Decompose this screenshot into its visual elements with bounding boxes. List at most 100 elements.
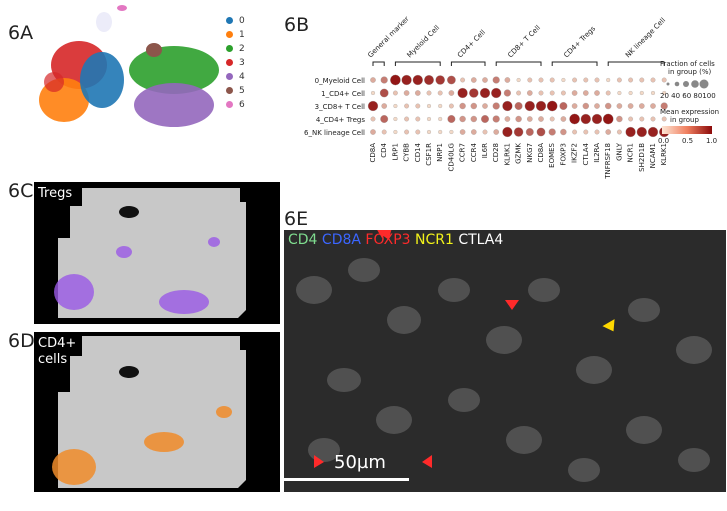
color-tick: 0.5 bbox=[682, 137, 693, 145]
dot bbox=[591, 113, 603, 125]
legend-label: 1 bbox=[239, 30, 245, 40]
dot bbox=[404, 129, 410, 135]
dot bbox=[605, 90, 611, 96]
group-bracket bbox=[394, 61, 441, 66]
group-bracket bbox=[551, 61, 598, 66]
dot bbox=[415, 116, 421, 122]
dot bbox=[448, 90, 455, 96]
tregs-spatial-panel: Tregs bbox=[34, 182, 280, 324]
dot bbox=[438, 116, 443, 122]
dot bbox=[525, 128, 534, 136]
size-legend-dot bbox=[699, 79, 709, 89]
dot bbox=[661, 77, 667, 83]
dot bbox=[650, 103, 656, 109]
dot bbox=[471, 129, 477, 135]
row-label: 3_CD8+ T Cell bbox=[315, 103, 365, 111]
dot bbox=[583, 90, 589, 96]
dot bbox=[639, 90, 644, 96]
gene-label: FOXP3 bbox=[559, 143, 567, 166]
dot bbox=[616, 77, 622, 83]
dot bbox=[639, 77, 645, 83]
legend-label: 5 bbox=[239, 86, 245, 96]
panel-label-6d: 6D bbox=[8, 330, 35, 352]
dot bbox=[549, 116, 555, 122]
dot bbox=[580, 113, 591, 125]
gene-label: CYBB bbox=[403, 143, 411, 162]
gene-label: CCR7 bbox=[459, 143, 467, 162]
gene-label: GNLY bbox=[615, 142, 623, 161]
dot bbox=[381, 103, 387, 109]
cd4-title-line1: CD4+ bbox=[38, 336, 77, 351]
channel-label: NCR1 bbox=[415, 232, 459, 248]
dot bbox=[516, 90, 522, 96]
dot bbox=[492, 115, 500, 123]
gene-label: CD8A bbox=[369, 143, 377, 163]
dot bbox=[636, 126, 647, 138]
channel-label: FOXP3 bbox=[365, 232, 415, 248]
dot bbox=[605, 129, 611, 135]
dot bbox=[448, 103, 454, 109]
legend-dot bbox=[226, 87, 233, 94]
legend-label: 2 bbox=[239, 44, 245, 54]
dot bbox=[582, 102, 589, 110]
tregs-title: Tregs bbox=[38, 186, 73, 201]
dot bbox=[491, 87, 502, 99]
dot bbox=[404, 116, 410, 122]
gene-label: IL6R bbox=[481, 143, 489, 158]
gene-label: CD40LG bbox=[447, 143, 455, 172]
umap-legend-item: 6 bbox=[226, 100, 245, 110]
yellow-arrow-icon bbox=[602, 319, 615, 332]
dot bbox=[616, 129, 622, 135]
dot bbox=[426, 103, 432, 109]
dot bbox=[647, 126, 659, 138]
dot bbox=[560, 128, 567, 136]
color-legend-title: Mean expression bbox=[660, 108, 719, 116]
dot bbox=[412, 74, 423, 86]
gene-label: LRP1 bbox=[391, 143, 399, 160]
dot bbox=[447, 75, 456, 85]
dot bbox=[503, 89, 511, 97]
row-label: 4_CD4+ Tregs bbox=[316, 116, 365, 124]
row-label: 6_NK lineage Cell bbox=[304, 129, 365, 137]
dot bbox=[426, 90, 432, 96]
red-arrow-icon bbox=[314, 455, 324, 468]
dot bbox=[515, 115, 522, 123]
dot bbox=[572, 77, 578, 83]
group-bracket bbox=[372, 61, 385, 66]
gene-label: NRP1 bbox=[436, 143, 444, 162]
dot bbox=[538, 77, 544, 83]
dot bbox=[524, 100, 535, 112]
dot bbox=[492, 76, 500, 84]
dot bbox=[639, 103, 645, 109]
color-legend-title-2: in group bbox=[670, 116, 699, 124]
legend-dot bbox=[226, 101, 233, 108]
group-label: CD4+ Cell bbox=[456, 28, 487, 59]
dot bbox=[560, 90, 566, 96]
umap-legend-item: 4 bbox=[226, 72, 245, 82]
legend-label: 0 bbox=[239, 16, 245, 26]
group-label: Myeloid Cell bbox=[406, 24, 442, 60]
dot bbox=[605, 102, 612, 110]
scale-bar bbox=[284, 478, 409, 481]
gene-label: NKG7 bbox=[526, 143, 534, 163]
dot bbox=[583, 129, 589, 135]
size-legend-dot bbox=[674, 81, 680, 87]
dot bbox=[479, 87, 491, 99]
group-bracket bbox=[450, 61, 486, 66]
gene-label: CD8A bbox=[537, 143, 545, 163]
dot bbox=[449, 129, 454, 135]
dot bbox=[502, 126, 513, 138]
dot bbox=[482, 103, 488, 109]
dot bbox=[435, 75, 445, 85]
dot bbox=[628, 90, 633, 96]
gene-label: EOMES bbox=[548, 142, 556, 167]
dot bbox=[561, 77, 566, 83]
dot bbox=[661, 116, 667, 122]
channel-label: CD8A bbox=[321, 232, 366, 248]
dot bbox=[392, 90, 398, 96]
dot bbox=[625, 126, 636, 138]
red-arrow-icon bbox=[378, 230, 392, 240]
dot bbox=[404, 103, 410, 109]
dot bbox=[536, 127, 546, 137]
legend-dot bbox=[226, 17, 233, 24]
